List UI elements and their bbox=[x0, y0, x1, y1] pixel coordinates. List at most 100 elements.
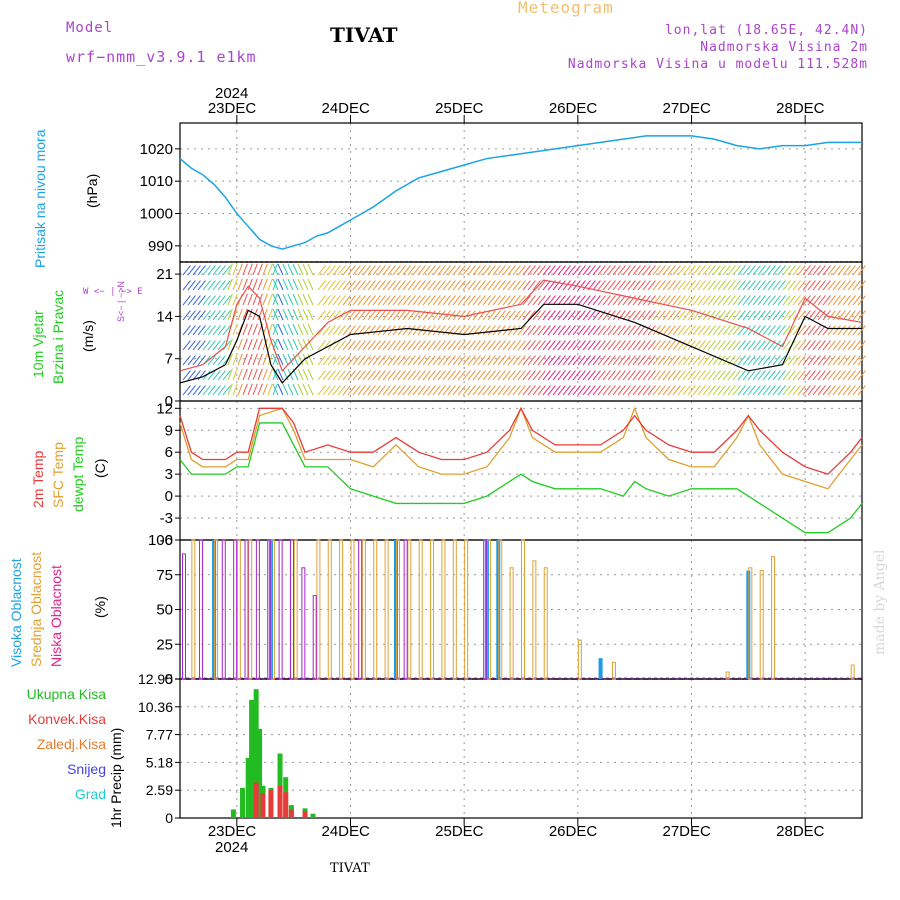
wind-barb bbox=[657, 385, 666, 396]
wind-barb bbox=[602, 295, 611, 306]
wind-barb bbox=[192, 385, 201, 396]
wind-barb bbox=[292, 353, 299, 366]
pressure-line bbox=[179, 135, 862, 250]
wind-barb bbox=[447, 355, 456, 366]
ytick-label: 12.95 bbox=[138, 671, 173, 687]
wind-barb bbox=[332, 340, 341, 351]
wind-barb bbox=[792, 385, 801, 396]
day-label-bottom: 27DEC bbox=[662, 823, 711, 840]
wind-barb bbox=[462, 265, 471, 276]
wind-barb bbox=[457, 280, 466, 291]
wind-barb bbox=[417, 340, 426, 351]
wind-barb bbox=[182, 310, 191, 321]
wind-barb bbox=[372, 370, 381, 381]
wind-barb bbox=[857, 310, 866, 321]
wind-barb bbox=[337, 355, 346, 366]
wind-barb bbox=[582, 385, 591, 396]
wind-barb bbox=[467, 355, 476, 366]
wind-barb bbox=[287, 338, 294, 351]
cloud-bar-low bbox=[403, 539, 408, 680]
wind-barb bbox=[437, 340, 446, 351]
wind-barb bbox=[267, 278, 273, 291]
wind-barb bbox=[837, 265, 846, 276]
year-bottom: 2024 bbox=[215, 839, 249, 856]
wind-barb bbox=[302, 353, 309, 366]
wind-barb bbox=[732, 370, 741, 381]
wind-barb bbox=[452, 355, 461, 366]
cloud-bar-low bbox=[199, 539, 204, 680]
wind-barb bbox=[612, 355, 621, 366]
wind-barb bbox=[277, 383, 284, 396]
wind-barb bbox=[477, 355, 486, 366]
wind-barb bbox=[797, 310, 806, 321]
wind-barb bbox=[547, 310, 556, 321]
panel-3: 0 25 50 75 100 bbox=[148, 532, 863, 688]
wind-barb bbox=[412, 355, 421, 366]
wind-barb bbox=[737, 295, 746, 306]
wind-barb bbox=[827, 295, 836, 306]
wind-barb bbox=[452, 340, 461, 351]
ytick-label: 0 bbox=[165, 488, 173, 505]
cloud-bar-mid bbox=[748, 567, 753, 680]
wind-barb bbox=[762, 265, 771, 276]
wind-barb bbox=[597, 370, 606, 381]
wind-barb bbox=[337, 325, 346, 336]
wind-barb bbox=[807, 355, 816, 366]
wind-barb bbox=[797, 355, 806, 366]
wind-barb bbox=[217, 385, 226, 396]
wind-barb bbox=[407, 280, 416, 291]
wind-barb bbox=[807, 265, 816, 276]
wind-barb bbox=[842, 265, 851, 276]
wind-barb bbox=[507, 295, 516, 306]
wind-barb bbox=[542, 295, 551, 306]
wind-barb bbox=[727, 340, 736, 351]
wind-barb bbox=[442, 265, 451, 276]
wind-barb bbox=[732, 280, 741, 291]
wind-barb bbox=[657, 280, 666, 291]
wind-barb bbox=[632, 280, 641, 291]
wind-barb bbox=[357, 310, 366, 321]
wind-barb bbox=[267, 263, 273, 276]
wind-barb bbox=[797, 280, 806, 291]
wind-barb bbox=[557, 280, 566, 291]
wind-barb bbox=[412, 280, 421, 291]
wind-barb bbox=[832, 295, 841, 306]
wind-barb bbox=[562, 340, 571, 351]
wind-barb bbox=[817, 295, 826, 306]
wind-barb bbox=[182, 295, 191, 306]
wind-barb bbox=[707, 355, 716, 366]
wind-barb bbox=[512, 370, 521, 381]
wind-barb bbox=[242, 263, 248, 276]
wind-barb bbox=[472, 295, 481, 306]
wind-barb bbox=[302, 293, 309, 306]
wind-barb bbox=[732, 385, 741, 396]
cloud-bar-low bbox=[267, 539, 272, 680]
wind-barb bbox=[512, 265, 521, 276]
wind-barb bbox=[297, 383, 304, 396]
wind-barb bbox=[377, 310, 386, 321]
wind-barb bbox=[637, 385, 646, 396]
panel-frame bbox=[179, 122, 863, 263]
wind-barb bbox=[427, 385, 436, 396]
wind-barb bbox=[782, 265, 791, 276]
wind-barb bbox=[532, 370, 541, 381]
wind-barb bbox=[467, 265, 476, 276]
cloud-bar-high bbox=[598, 658, 603, 679]
wind-barb bbox=[572, 265, 581, 276]
wind-barb bbox=[282, 278, 289, 291]
wind-barb bbox=[457, 385, 466, 396]
wind-barb bbox=[507, 325, 516, 336]
wind-barb bbox=[272, 338, 279, 351]
wind-barb bbox=[857, 295, 866, 306]
wind-barb bbox=[467, 340, 476, 351]
wind-barb bbox=[587, 325, 596, 336]
wind-barb bbox=[852, 280, 861, 291]
wind-barb bbox=[667, 385, 676, 396]
wind-barb bbox=[517, 310, 526, 321]
cloud-bar-low bbox=[312, 595, 317, 680]
wind-barb bbox=[327, 310, 336, 321]
wind-barb bbox=[462, 325, 471, 336]
wind-barb bbox=[572, 340, 581, 351]
wind-barb bbox=[562, 325, 571, 336]
wind-barb bbox=[487, 265, 496, 276]
